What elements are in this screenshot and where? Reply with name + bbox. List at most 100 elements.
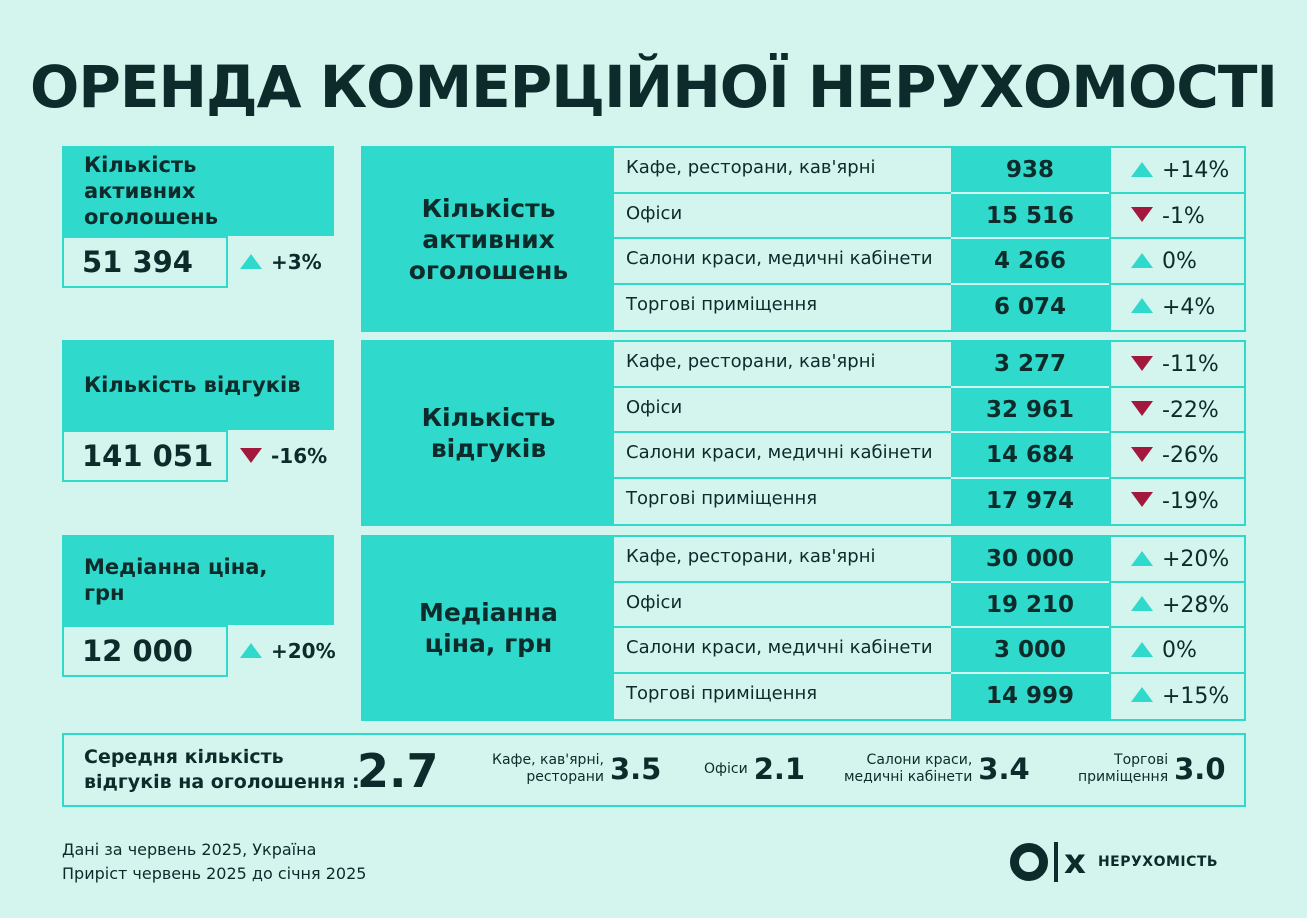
summary-label: Медіанна ціна, грн [62, 535, 334, 625]
table-row: Салони краси, медичні кабінети 3 000 0% [614, 628, 1244, 674]
footnote-line: Приріст червень 2025 до січня 2025 [62, 864, 367, 883]
change-text: -16% [271, 444, 328, 468]
average-item: Кафе, кав'ярні, ресторани 3.5 [492, 749, 661, 789]
logo-o-shape [1010, 843, 1048, 881]
logo-text: НЕРУХОМІСТЬ [1097, 854, 1219, 870]
row-value: 14 999 [951, 673, 1109, 719]
row-value: 19 210 [951, 582, 1109, 628]
summary-card-responses: Кількість відгуків 141 051 -16% [62, 340, 334, 482]
average-item: Торгові приміщення 3.0 [1078, 749, 1226, 789]
average-item-label: Салони краси, медичні кабінети [844, 752, 973, 785]
row-change: -26% [1109, 433, 1244, 479]
table-row: Кафе, ресторани, кав'ярні 30 000 +20% [614, 537, 1244, 583]
row-change: 0% [1109, 628, 1244, 674]
average-value: 2.7 [357, 744, 439, 798]
row-category: Офіси [614, 388, 951, 433]
average-responses-bar: Середня кількість відгуків на оголошення… [62, 733, 1246, 807]
average-item: Офіси 2.1 [704, 749, 805, 789]
table-row: Офіси 19 210 +28% [614, 582, 1244, 628]
row-category: Офіси [614, 583, 951, 628]
table-row: Салони краси, медичні кабінети 14 684 -26% [614, 433, 1244, 479]
table-label: Медіанна ціна, грн [363, 537, 614, 719]
down-triangle-icon [1131, 207, 1153, 222]
summary-change: +20% [240, 625, 336, 677]
row-category: Кафе, ресторани, кав'ярні [614, 537, 951, 583]
row-value: 14 684 [951, 433, 1109, 479]
table-label: Кількість активних оголошень [363, 148, 614, 330]
logo-bar-shape [1054, 842, 1058, 882]
down-triangle-icon [1131, 355, 1153, 371]
row-value: 15 516 [951, 193, 1109, 239]
row-category: Кафе, ресторани, кав'ярні [614, 148, 951, 194]
change-text: +3% [271, 250, 322, 274]
change-text: +15% [1162, 683, 1230, 709]
down-triangle-icon [240, 448, 262, 463]
row-value: 32 961 [951, 387, 1109, 433]
summary-card-price: Медіанна ціна, грн 12 000 +20% [62, 535, 336, 677]
average-item-value: 2.1 [753, 752, 806, 786]
up-triangle-icon [240, 643, 262, 658]
change-text: +20% [271, 639, 336, 663]
up-triangle-icon [1131, 161, 1153, 177]
change-text: +4% [1162, 294, 1216, 320]
row-value: 17 974 [951, 478, 1109, 524]
row-change: -1% [1109, 193, 1244, 239]
up-triangle-icon [1131, 298, 1153, 313]
up-triangle-icon [1131, 687, 1153, 702]
table-row: Кафе, ресторани, кав'ярні 3 277 -11% [614, 342, 1244, 388]
summary-label: Кількість активних оголошень [62, 146, 334, 236]
summary-change: -16% [240, 430, 327, 482]
table-row: Офіси 15 516 -1% [614, 193, 1244, 239]
row-category: Кафе, ресторани, кав'ярні [614, 342, 951, 388]
up-triangle-icon [1131, 596, 1153, 611]
row-category: Торгові приміщення [626, 487, 818, 509]
summary-value: 141 051 [62, 430, 228, 482]
average-label-line: Середня кількість [84, 746, 284, 768]
up-triangle-icon [240, 254, 262, 269]
row-value: 938 [951, 148, 1109, 194]
row-change: +20% [1109, 537, 1244, 583]
table-active-listings: Кількість активних оголошень Кафе, ресто… [361, 146, 1246, 332]
summary-value: 12 000 [62, 625, 228, 677]
up-triangle-icon [1131, 252, 1153, 268]
row-change: +14% [1109, 148, 1244, 194]
change-text: -11% [1162, 352, 1219, 377]
change-text: -19% [1162, 488, 1219, 514]
summary-card-listings: Кількість активних оголошень 51 394 +3% [62, 146, 334, 288]
row-category: Торгові приміщення [626, 293, 818, 315]
footnote-line: Дані за червень 2025, Україна [62, 840, 317, 859]
change-text: -22% [1162, 397, 1219, 423]
table-row: Торгові приміщення 14 999 +15% [614, 673, 1244, 719]
row-category: Салони краси, медичні кабінети [614, 433, 951, 479]
row-category: Торгові приміщення [626, 682, 818, 704]
table-row: Кафе, ресторани, кав'ярні 938 +14% [614, 148, 1244, 194]
row-category: Офіси [614, 194, 951, 239]
change-text: +14% [1162, 158, 1230, 183]
page-title: ОРЕНДА КОМЕРЦІЙНОЇ НЕРУХОМОСТІ [30, 53, 1278, 121]
change-text: +28% [1162, 592, 1230, 618]
table-median-price: Медіанна ціна, грн Кафе, ресторани, кав'… [361, 535, 1246, 721]
average-label: Середня кількість відгуків на оголошення… [84, 745, 360, 795]
row-category: Салони краси, медичні кабінети [614, 628, 951, 674]
average-item-label: Офіси [704, 761, 748, 777]
table-row: Офіси 32 961 -22% [614, 387, 1244, 433]
change-text: 0% [1162, 638, 1197, 663]
row-value: 3 277 [951, 342, 1109, 388]
row-value: 30 000 [951, 537, 1109, 583]
average-item: Салони краси, медичні кабінети 3.4 [844, 749, 1030, 789]
average-item-label: Кафе, кав'ярні, ресторани [492, 752, 604, 785]
average-item-value: 3.5 [609, 752, 662, 786]
change-text: -26% [1162, 443, 1219, 468]
row-value: 6 074 [951, 284, 1109, 330]
row-value: 3 000 [951, 628, 1109, 674]
footnote: Дані за червень 2025, Україна Приріст че… [62, 838, 366, 886]
row-change: -22% [1109, 387, 1244, 433]
average-label-line: відгуків на оголошення : [84, 771, 360, 793]
row-value: 4 266 [951, 239, 1109, 285]
table-label: Кількість відгуків [363, 342, 614, 524]
row-category: Салони краси, медичні кабінети [614, 239, 951, 285]
change-text: 0% [1162, 249, 1197, 274]
down-triangle-icon [1131, 446, 1153, 462]
summary-value: 51 394 [62, 236, 228, 288]
average-item-value: 3.0 [1174, 752, 1226, 786]
